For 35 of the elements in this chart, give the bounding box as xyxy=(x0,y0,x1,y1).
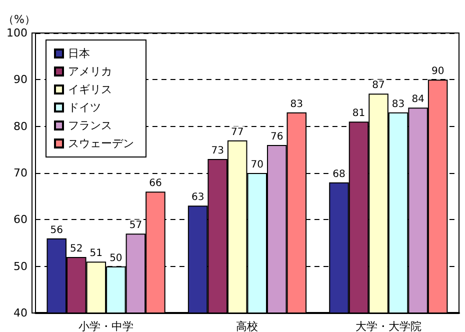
data-label: 57 xyxy=(129,220,142,232)
y-tick-label: 100 xyxy=(6,26,28,40)
legend-label: イギリス xyxy=(68,83,112,96)
data-label: 90 xyxy=(431,66,444,78)
data-label: 81 xyxy=(352,108,366,120)
y-tick-label: 40 xyxy=(13,306,28,320)
data-label: 50 xyxy=(110,252,122,264)
data-label: 76 xyxy=(270,132,284,142)
legend-label: アメリカ xyxy=(68,65,112,78)
y-tick-label: 50 xyxy=(13,260,28,273)
x-tick-label: 大学・大学院 xyxy=(355,320,422,332)
data-label: 63 xyxy=(191,192,204,204)
data-label: 84 xyxy=(412,94,424,106)
legend-label: フランス xyxy=(68,119,112,132)
x-tick-label: 高校 xyxy=(236,320,258,332)
y-tick-label: 90 xyxy=(13,73,28,86)
data-label: 68 xyxy=(332,168,346,180)
data-label: 73 xyxy=(211,146,224,156)
data-label: 83 xyxy=(392,98,405,110)
legend-label: 日本 xyxy=(68,47,90,60)
legend-label: スウェーデン xyxy=(68,137,134,150)
data-label: 83 xyxy=(290,98,304,110)
data-label: 56 xyxy=(50,224,63,236)
data-label: 66 xyxy=(149,178,162,190)
y-axis-title: （%） xyxy=(3,13,36,26)
y-tick-label: 80 xyxy=(13,120,28,133)
y-tick-label: 60 xyxy=(13,213,28,226)
data-label: 87 xyxy=(372,80,385,92)
legend-label: ドイツ xyxy=(68,101,101,114)
data-label: 51 xyxy=(90,248,103,260)
x-tick-label: 小学・中学 xyxy=(78,320,134,332)
data-label: 52 xyxy=(70,244,83,254)
data-label: 70 xyxy=(250,160,264,170)
y-tick-label: 70 xyxy=(13,166,28,180)
data-label: 77 xyxy=(230,126,244,138)
